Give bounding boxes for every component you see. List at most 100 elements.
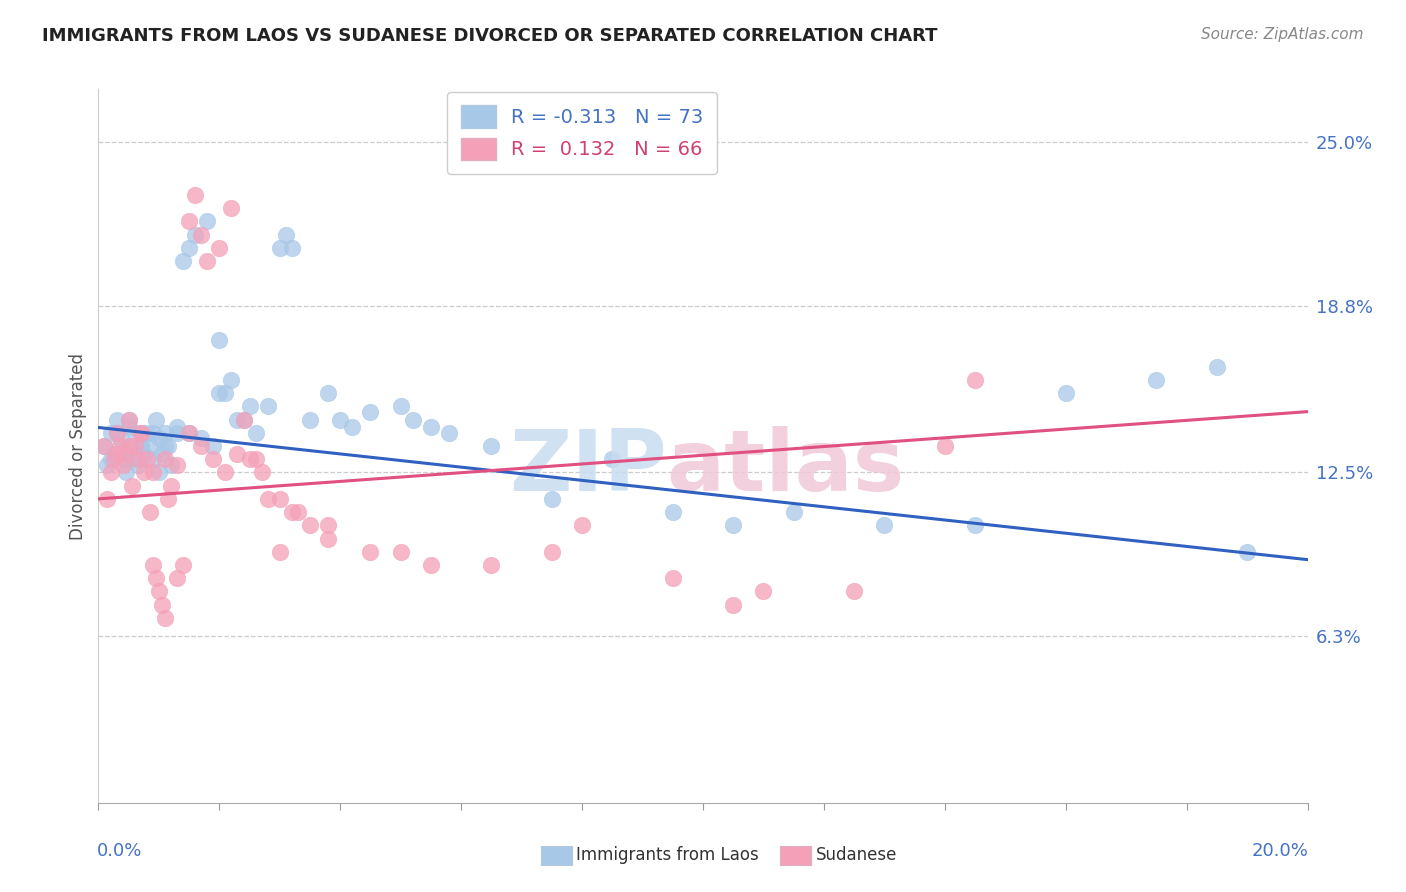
Point [135, 425, 157, 440]
Point [127, 452, 149, 467]
Point [316, 386, 339, 401]
Text: IMMIGRANTS FROM LAOS VS SUDANESE DIVORCED OR SEPARATED CORRELATION CHART: IMMIGRANTS FROM LAOS VS SUDANESE DIVORCE… [42, 27, 938, 45]
Text: Source: ZipAtlas.com: Source: ZipAtlas.com [1201, 27, 1364, 42]
Point [103, 452, 125, 467]
Point [281, 241, 304, 255]
Point [723, 518, 745, 533]
Point [208, 333, 231, 347]
Point [179, 425, 201, 440]
Point [250, 466, 273, 480]
Point [232, 412, 254, 426]
Point [129, 439, 152, 453]
Point [1236, 545, 1258, 559]
Point [179, 425, 201, 440]
Point [148, 431, 170, 445]
Point [103, 447, 125, 461]
Point [153, 452, 176, 467]
Point [269, 241, 291, 255]
Point [402, 412, 425, 426]
Point [195, 254, 218, 268]
Point [1146, 373, 1168, 387]
Point [124, 439, 146, 453]
Point [281, 505, 304, 519]
Point [179, 241, 201, 255]
Point [389, 545, 412, 559]
Point [142, 425, 165, 440]
Point [172, 558, 194, 572]
Point [93, 439, 115, 453]
Point [132, 447, 155, 461]
Point [121, 452, 143, 467]
Point [190, 431, 212, 445]
Point [153, 425, 176, 440]
Point [129, 425, 152, 440]
Point [934, 439, 956, 453]
Point [202, 452, 225, 467]
Point [420, 420, 443, 434]
Point [195, 214, 218, 228]
Point [965, 373, 987, 387]
Point [166, 458, 188, 472]
Point [420, 558, 443, 572]
Text: Sudanese: Sudanese [815, 847, 897, 864]
Point [1206, 359, 1229, 374]
Point [135, 452, 157, 467]
Point [783, 505, 806, 519]
Point [108, 431, 131, 445]
Y-axis label: Divorced or Separated: Divorced or Separated [69, 352, 87, 540]
Point [661, 505, 683, 519]
Point [202, 439, 225, 453]
Point [287, 505, 309, 519]
Point [148, 584, 170, 599]
Point [153, 439, 176, 453]
Point [437, 425, 460, 440]
Point [602, 452, 624, 467]
Point [145, 412, 167, 426]
Point [190, 227, 212, 242]
Point [360, 404, 382, 418]
Point [342, 420, 364, 434]
Point [127, 458, 149, 472]
Point [156, 439, 179, 453]
Point [208, 386, 231, 401]
Point [148, 466, 170, 480]
Point [299, 412, 322, 426]
Point [481, 439, 503, 453]
Point [214, 466, 236, 480]
Point [316, 518, 339, 533]
Point [208, 241, 231, 255]
Point [166, 425, 188, 440]
Point [256, 491, 278, 506]
Point [142, 466, 165, 480]
Point [145, 571, 167, 585]
Point [1054, 386, 1077, 401]
Point [118, 420, 141, 434]
Legend: R = -0.313   N = 73, R =  0.132   N = 66: R = -0.313 N = 73, R = 0.132 N = 66 [447, 92, 717, 174]
Text: Immigrants from Laos: Immigrants from Laos [576, 847, 759, 864]
Point [752, 584, 775, 599]
Point [111, 452, 134, 467]
Point [239, 400, 262, 414]
Point [389, 400, 412, 414]
Text: 20.0%: 20.0% [1251, 842, 1309, 860]
Point [269, 491, 291, 506]
Point [873, 518, 896, 533]
Point [142, 452, 165, 467]
Point [100, 452, 122, 467]
Point [661, 571, 683, 585]
Point [100, 466, 122, 480]
Point [221, 201, 243, 215]
Point [965, 518, 987, 533]
Point [96, 458, 118, 472]
Point [121, 478, 143, 492]
Point [540, 545, 562, 559]
Point [139, 439, 162, 453]
Text: 0.0%: 0.0% [97, 842, 142, 860]
Point [166, 571, 188, 585]
Point [156, 491, 179, 506]
Point [166, 420, 188, 434]
Point [108, 439, 131, 453]
Point [232, 412, 254, 426]
Point [129, 425, 152, 440]
Point [179, 214, 201, 228]
